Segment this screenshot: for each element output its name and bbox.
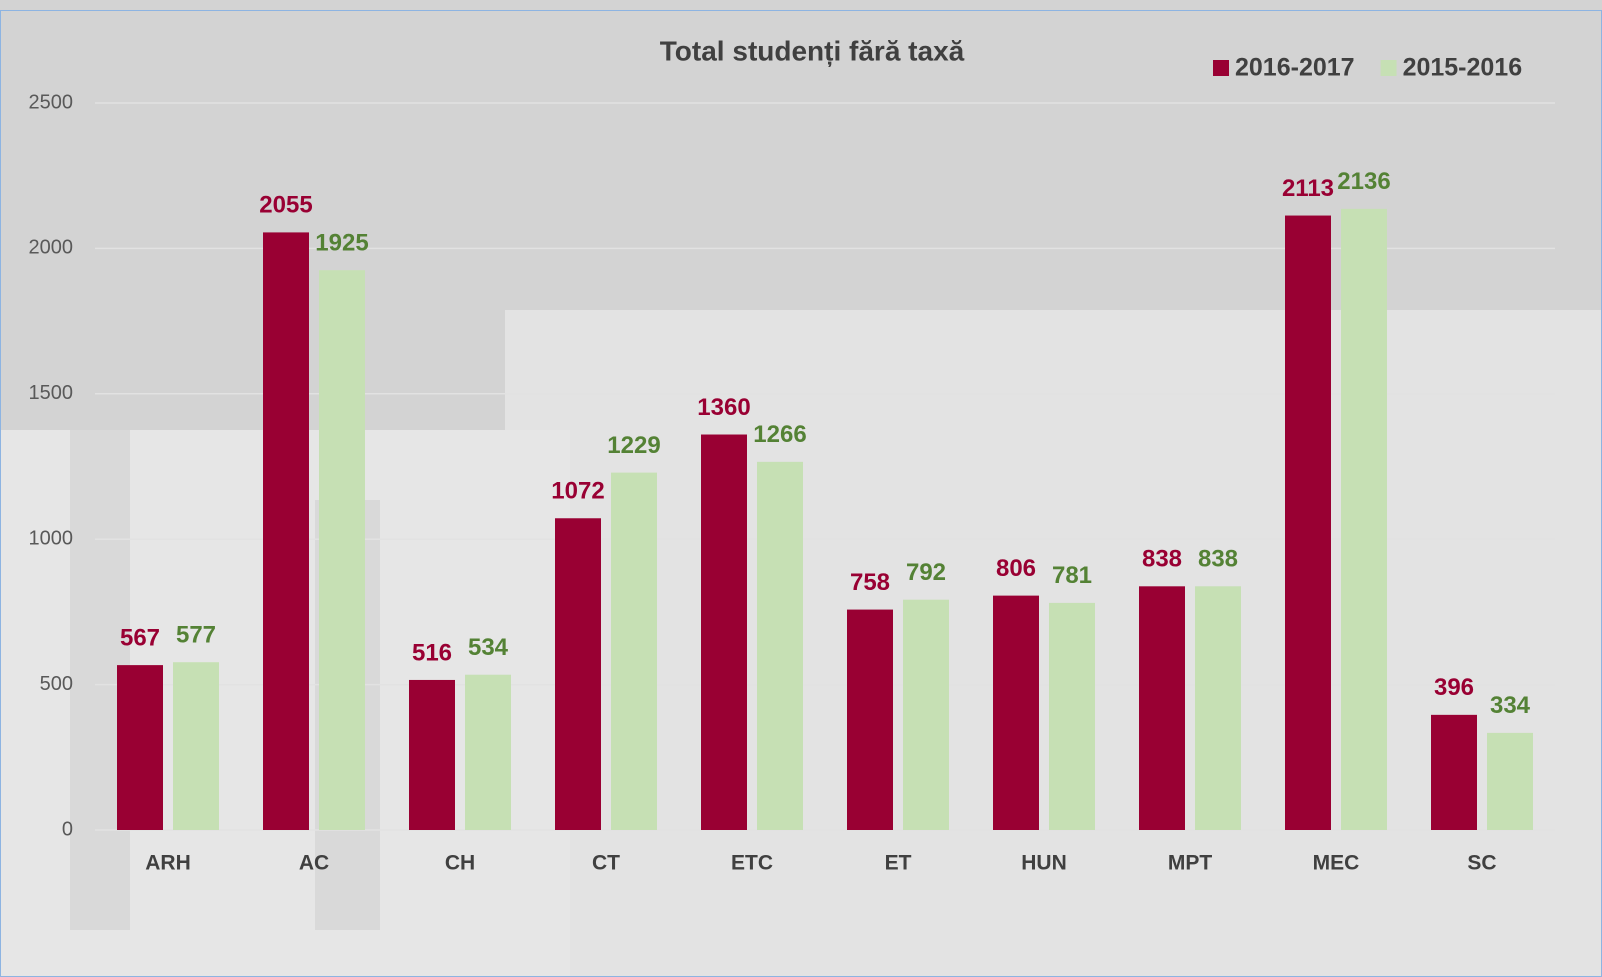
data-label: 781 <box>1052 562 1092 589</box>
data-label: 1266 <box>753 421 806 448</box>
bar <box>1431 714 1477 830</box>
legend-swatch <box>1380 60 1397 76</box>
data-label: 806 <box>996 555 1036 582</box>
legend-swatch <box>1213 60 1229 76</box>
data-label: 577 <box>176 622 216 649</box>
data-label: 2113 <box>1282 175 1334 202</box>
bar <box>993 595 1039 830</box>
bar <box>757 461 803 830</box>
bar <box>1049 602 1095 830</box>
bar <box>117 665 163 830</box>
legend-label: 2016-2017 <box>1235 54 1355 82</box>
legend-label: 2015-2016 <box>1403 54 1523 82</box>
data-label: 792 <box>906 559 946 586</box>
bar <box>701 434 747 830</box>
x-tick-label: ETC <box>731 852 773 875</box>
bar <box>847 609 893 830</box>
bar <box>555 518 601 830</box>
y-tick-label: 2500 <box>29 91 74 113</box>
y-tick-label: 500 <box>40 673 73 695</box>
bar <box>903 599 949 830</box>
x-tick-label: HUN <box>1021 852 1067 875</box>
x-tick-label: MPT <box>1168 852 1213 875</box>
x-tick-label: CT <box>592 852 620 875</box>
bar <box>1139 586 1185 830</box>
chart-title: Total studenți fără taxă <box>660 35 965 66</box>
data-label: 1072 <box>551 478 604 505</box>
data-label: 838 <box>1198 546 1238 573</box>
x-tick-label: ARH <box>145 852 191 875</box>
x-tick-label: MEC <box>1313 852 1360 875</box>
bar <box>465 674 511 830</box>
x-tick-label: SC <box>1467 852 1496 875</box>
bar <box>1195 586 1241 830</box>
bar <box>173 662 219 830</box>
bar <box>409 679 455 830</box>
data-label: 758 <box>850 569 890 596</box>
x-tick-label: ET <box>885 852 912 875</box>
bar <box>1341 208 1387 830</box>
data-label: 1360 <box>697 394 750 421</box>
data-label: 567 <box>120 624 160 651</box>
bar <box>611 472 657 830</box>
x-tick-label: AC <box>299 852 329 875</box>
bar <box>1487 732 1533 830</box>
bar <box>319 270 365 831</box>
y-tick-label: 0 <box>62 818 73 840</box>
data-label: 334 <box>1490 692 1531 719</box>
data-label: 2136 <box>1337 168 1390 195</box>
data-label: 396 <box>1434 674 1474 701</box>
data-label: 534 <box>468 634 509 661</box>
data-label: 1229 <box>607 432 660 459</box>
bar <box>263 232 309 830</box>
data-label: 516 <box>412 639 452 666</box>
data-label: 2055 <box>259 192 312 219</box>
y-tick-label: 2000 <box>29 237 74 259</box>
data-label: 838 <box>1142 546 1182 573</box>
bar <box>1285 215 1331 830</box>
x-tick-label: CH <box>445 852 475 875</box>
y-tick-label: 1000 <box>29 527 74 549</box>
data-label: 1925 <box>315 230 368 257</box>
y-tick-label: 1500 <box>29 382 74 404</box>
